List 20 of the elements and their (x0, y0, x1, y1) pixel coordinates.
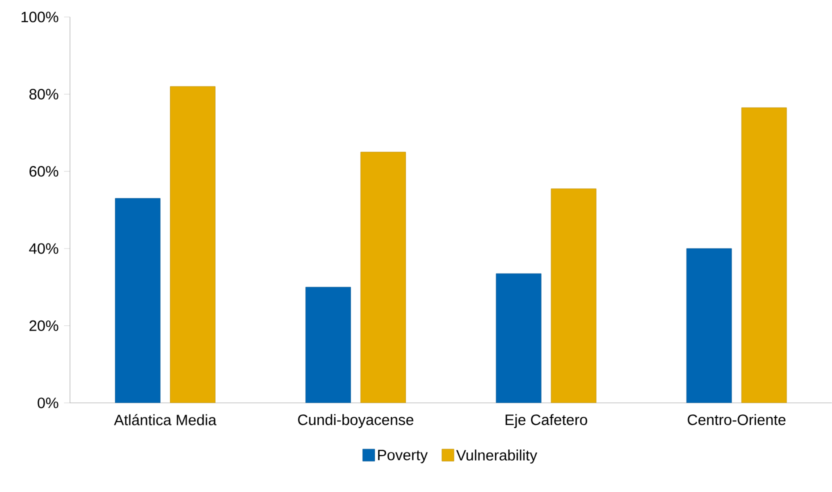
y-tick-label: 40% (29, 243, 58, 254)
bar (305, 286, 351, 403)
x-tick-label: Centro-Oriente (688, 414, 786, 426)
bar (496, 273, 542, 403)
x-tick-label: Eje Cafetero (506, 414, 588, 428)
bar (686, 248, 732, 403)
legend-label: Poverty (378, 450, 428, 464)
legend-label: Vulnerability (456, 450, 538, 464)
bar (741, 108, 787, 403)
bar (115, 198, 160, 403)
y-tick-label: 80% (29, 88, 58, 100)
bar (360, 152, 406, 403)
y-tick-label: 60% (30, 166, 58, 177)
y-tick-label: 0% (38, 398, 58, 408)
bar (170, 86, 216, 403)
bar (550, 188, 596, 403)
y-tick-label: 100% (22, 12, 58, 22)
x-tick-label: Cundi-boyacense (298, 414, 414, 428)
x-tick-label: Atlántica Media (114, 414, 216, 426)
y-tick-label: 20% (30, 320, 58, 332)
